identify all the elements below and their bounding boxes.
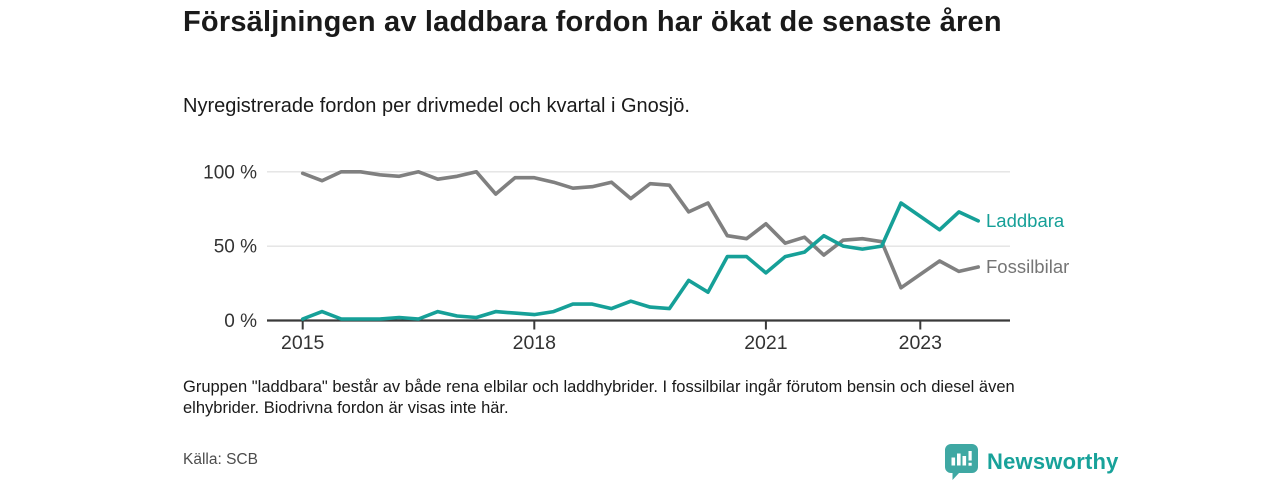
- laddbara-line: [300, 201, 981, 321]
- speech-bubble-shape: [945, 444, 978, 480]
- x-axis-tick-label: 2015: [281, 332, 325, 354]
- newsworthy-logo-icon: [945, 444, 978, 480]
- y-axis-tick-label: 100 %: [203, 162, 257, 183]
- source-caption: Källa: SCB: [183, 451, 258, 468]
- newsworthy-logo: Newsworthy: [945, 444, 1119, 480]
- x-axis-tick-label: 2023: [899, 332, 942, 354]
- series-label-laddbara: Laddbara: [986, 210, 1065, 231]
- series-label-fossilbilar: Fossilbilar: [986, 256, 1069, 277]
- y-axis-tick-label: 50 %: [214, 237, 257, 258]
- fossilbilar-line: [300, 170, 981, 290]
- chart-footnote: Gruppen "laddbara" består av både rena e…: [183, 378, 1015, 417]
- y-axis-tick-label: 0 %: [224, 311, 257, 332]
- page-title: Försäljningen av laddbara fordon har öka…: [183, 6, 1002, 38]
- x-axis-tick-label: 2018: [513, 332, 556, 354]
- x-axis-tick-label: 2021: [744, 332, 787, 354]
- newsworthy-logo-text: Newsworthy: [987, 449, 1119, 474]
- bar-chart-glyph: [951, 451, 972, 466]
- chart-subtitle: Nyregistrerade fordon per drivmedel och …: [183, 95, 690, 117]
